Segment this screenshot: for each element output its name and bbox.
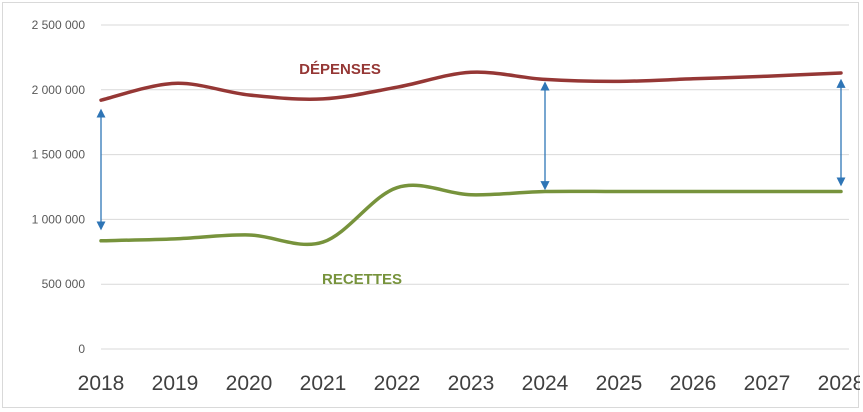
x-tick-label: 2027 [744, 372, 791, 395]
y-tick-label: 2 000 000 [32, 83, 86, 97]
chart-frame: 0 500 000 1 000 000 1 500 000 2 000 000 2 500… [2, 2, 860, 408]
y-tick-label: 500 000 [42, 277, 86, 291]
y-tick-label: 1 500 000 [32, 148, 86, 162]
x-tick-label: 2028 [818, 372, 860, 395]
series-label-recettes: RECETTES [322, 271, 402, 288]
y-tick-label: 1 000 000 [32, 212, 86, 226]
x-tick-label: 2025 [596, 372, 643, 395]
x-tick-label: 2023 [448, 372, 495, 395]
x-tick-label: 2022 [374, 372, 421, 395]
x-tick-label: 2019 [152, 372, 199, 395]
x-tick-label: 2018 [78, 372, 125, 395]
line-chart: 0 500 000 1 000 000 1 500 000 2 000 000 2 500… [32, 18, 860, 395]
series-label-depenses: DÉPENSES [299, 61, 381, 78]
series-line-depenses [99, 70, 843, 102]
y-tick-label: 0 [78, 342, 85, 356]
x-tick-label: 2021 [300, 372, 347, 395]
x-tick-label: 2020 [226, 372, 273, 395]
y-tick-label: 2 500 000 [32, 18, 86, 32]
x-tick-label: 2024 [522, 372, 569, 395]
x-tick-label: 2026 [670, 372, 717, 395]
series-line-recettes [99, 183, 843, 247]
